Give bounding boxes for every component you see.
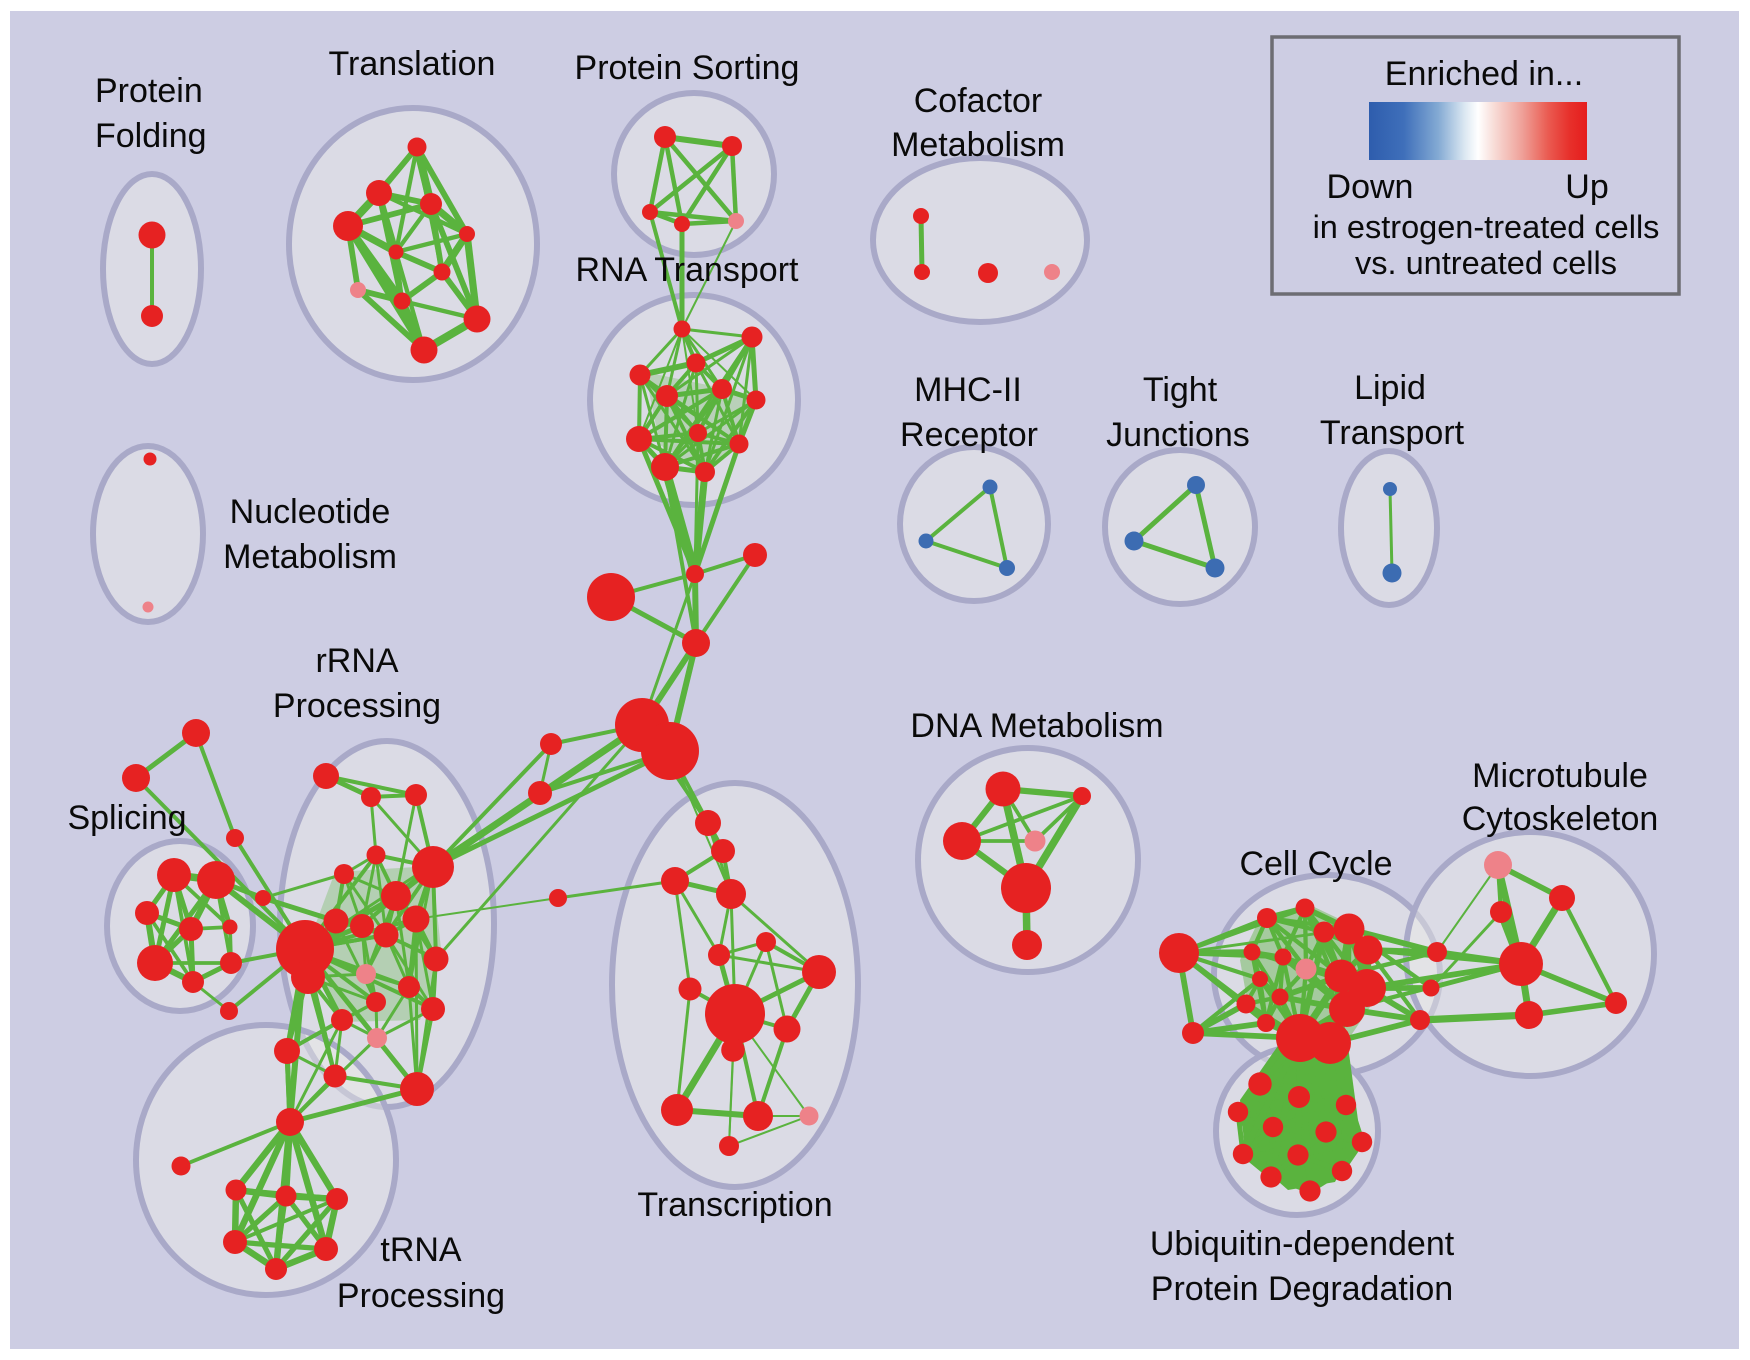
svg-text:Translation: Translation <box>329 45 496 83</box>
svg-text:rRNA: rRNA <box>315 642 398 680</box>
svg-text:Ubiquitin-dependent: Ubiquitin-dependent <box>1150 1225 1455 1263</box>
svg-text:Protein Sorting: Protein Sorting <box>575 49 800 87</box>
svg-text:Metabolism: Metabolism <box>891 126 1065 164</box>
svg-text:Transport: Transport <box>1320 414 1465 452</box>
svg-text:in estrogen-treated cells: in estrogen-treated cells <box>1313 209 1660 245</box>
svg-text:Microtubule: Microtubule <box>1472 757 1648 795</box>
svg-text:Lipid: Lipid <box>1354 369 1426 407</box>
svg-text:Protein Degradation: Protein Degradation <box>1151 1270 1453 1308</box>
svg-text:vs. untreated cells: vs. untreated cells <box>1355 245 1617 281</box>
svg-text:Metabolism: Metabolism <box>223 538 397 576</box>
svg-text:Enriched in...: Enriched in... <box>1385 55 1583 93</box>
svg-text:Cofactor: Cofactor <box>914 82 1043 120</box>
svg-text:MHC-II: MHC-II <box>914 371 1022 409</box>
svg-text:Splicing: Splicing <box>67 799 186 837</box>
svg-text:Nucleotide: Nucleotide <box>230 493 391 531</box>
svg-text:Junctions: Junctions <box>1106 416 1250 454</box>
svg-text:Cell Cycle: Cell Cycle <box>1239 845 1392 883</box>
svg-text:Protein: Protein <box>95 72 203 110</box>
svg-text:Up: Up <box>1565 168 1608 206</box>
svg-text:Receptor: Receptor <box>900 416 1038 454</box>
svg-text:Processing: Processing <box>273 687 441 725</box>
svg-text:Transcription: Transcription <box>637 1186 832 1224</box>
svg-text:Cytoskeleton: Cytoskeleton <box>1462 800 1659 838</box>
svg-text:Down: Down <box>1327 168 1414 206</box>
svg-text:Folding: Folding <box>95 117 207 155</box>
svg-text:tRNA: tRNA <box>380 1231 462 1269</box>
svg-text:Processing: Processing <box>337 1277 505 1315</box>
svg-text:RNA Transport: RNA Transport <box>576 251 800 289</box>
svg-text:Tight: Tight <box>1143 371 1218 409</box>
svg-text:DNA Metabolism: DNA Metabolism <box>910 707 1163 745</box>
